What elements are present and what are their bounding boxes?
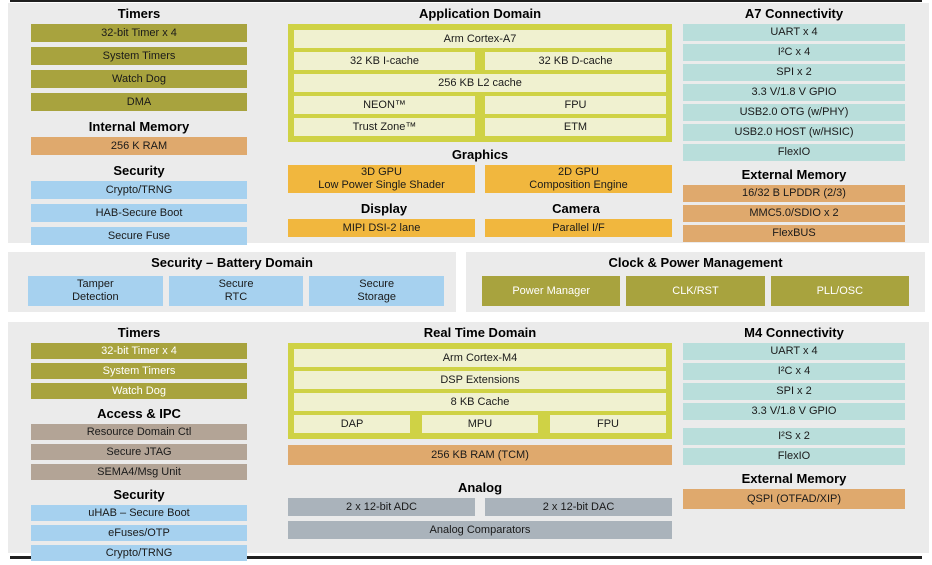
block-dap: DAP [294, 415, 410, 433]
block-lpddr: 16/32 B LPDDR (2/3) [683, 185, 905, 202]
block-resource-domain-ctl: Resource Domain Ctl [31, 424, 247, 440]
block-m4-watch-dog: Watch Dog [31, 383, 247, 399]
clock-power-management-section: Clock & Power Management Power Manager C… [466, 252, 925, 312]
block-usb-host: USB2.0 HOST (w/HSIC) [683, 124, 905, 141]
a7-external-memory-heading: External Memory [741, 167, 847, 182]
a7-connectivity-heading: A7 Connectivity [744, 6, 844, 21]
block-m4-i2s: I²S x 2 [683, 428, 905, 445]
a7-domain-section: Timers 32-bit Timer x 4 System Timers Wa… [8, 3, 929, 245]
block-dcache: 32 KB D-cache [485, 52, 666, 70]
block-mpu: MPU [422, 415, 538, 433]
block-sema4-msg-unit: SEMA4/Msg Unit [31, 464, 247, 480]
m4-connectivity-heading: M4 Connectivity [744, 325, 844, 340]
block-cortex-a7: Arm Cortex-A7 [294, 30, 666, 48]
display-heading: Display [360, 201, 408, 216]
block-pll-osc: PLL/OSC [770, 276, 909, 306]
block-a7-spi: SPI x 2 [683, 64, 905, 81]
block-efuses-otp: eFuses/OTP [31, 525, 247, 541]
block-l2-cache: 256 KB L2 cache [294, 74, 666, 92]
block-mmc-sdio: MMC5.0/SDIO x 2 [683, 205, 905, 222]
block-a7-i2c: I²C x 4 [683, 44, 905, 61]
block-system-timers: System Timers [31, 47, 247, 65]
access-ipc-heading: Access & IPC [97, 406, 181, 421]
block-3d-gpu: 3D GPU Low Power Single Shader [288, 165, 475, 193]
block-flexbus: FlexBUS [683, 225, 905, 242]
block-usb-otg: USB2.0 OTG (w/PHY) [683, 104, 905, 121]
block-neon: NEON™ [294, 96, 475, 114]
m4-security-heading: Security [113, 487, 165, 502]
block-m4-fpu: FPU [550, 415, 666, 433]
block-clk-rst: CLK/RST [626, 276, 765, 306]
clock-power-heading: Clock & Power Management [608, 255, 783, 270]
top-right-column: A7 Connectivity UART x 4 I²C x 4 SPI x 2… [683, 3, 905, 245]
graphics-heading: Graphics [451, 147, 509, 162]
m4-external-memory-heading: External Memory [741, 471, 847, 486]
block-adc: 2 x 12-bit ADC [288, 498, 475, 516]
block-dma: DMA [31, 93, 247, 111]
block-dsp-extensions: DSP Extensions [294, 371, 666, 389]
block-2d-gpu: 2D GPU Composition Engine [485, 165, 672, 193]
block-hab-secure-boot: HAB-Secure Boot [31, 204, 247, 222]
block-dac: 2 x 12-bit DAC [485, 498, 672, 516]
block-analog-comparators: Analog Comparators [288, 521, 672, 539]
block-power-manager: Power Manager [482, 276, 621, 306]
block-a7-uart: UART x 4 [683, 24, 905, 41]
block-watch-dog: Watch Dog [31, 70, 247, 88]
bottom-right-column: M4 Connectivity UART x 4 I²C x 4 SPI x 2… [683, 322, 905, 514]
block-m4-32bit-timer: 32-bit Timer x 4 [31, 343, 247, 359]
block-m4-gpio: 3.3 V/1.8 V GPIO [683, 403, 905, 420]
internal-memory-heading: Internal Memory [88, 119, 190, 134]
application-domain-heading: Application Domain [418, 6, 542, 21]
block-trust-zone: Trust Zone™ [294, 118, 475, 136]
bottom-left-column: Timers 32-bit Timer x 4 System Timers Wa… [31, 322, 247, 565]
block-m4-system-timers: System Timers [31, 363, 247, 379]
block-secure-storage: Secure Storage [309, 276, 445, 306]
m4-timers-heading: Timers [117, 325, 161, 340]
real-time-domain-heading: Real Time Domain [423, 325, 537, 340]
security-battery-heading: Security – Battery Domain [151, 255, 313, 270]
block-a7-fpu: FPU [485, 96, 666, 114]
block-tcm-ram: 256 KB RAM (TCM) [288, 445, 672, 465]
block-secure-rtc: Secure RTC [168, 276, 304, 306]
block-a7-flexio: FlexIO [683, 144, 905, 161]
cortex-a7-core-box: Arm Cortex-A7 32 KB I-cache 32 KB D-cach… [288, 24, 672, 142]
block-8kb-cache: 8 KB Cache [294, 393, 666, 411]
block-qspi: QSPI (OTFAD/XIP) [683, 489, 905, 509]
block-mipi-dsi: MIPI DSI-2 lane [288, 219, 475, 237]
block-a7-gpio: 3.3 V/1.8 V GPIO [683, 84, 905, 101]
block-uhab-secure-boot: uHAB – Secure Boot [31, 505, 247, 521]
timers-heading: Timers [117, 6, 161, 21]
block-parallel-if: Parallel I/F [485, 219, 672, 237]
block-m4-uart: UART x 4 [683, 343, 905, 360]
block-secure-jtag: Secure JTAG [31, 444, 247, 460]
top-left-column: Timers 32-bit Timer x 4 System Timers Wa… [31, 3, 247, 250]
bottom-middle-column: Real Time Domain Arm Cortex-M4 DSP Exten… [288, 322, 672, 539]
block-secure-fuse: Secure Fuse [31, 227, 247, 245]
security-heading: Security [113, 163, 165, 178]
m4-domain-section: Timers 32-bit Timer x 4 System Timers Wa… [8, 322, 929, 561]
top-rule [10, 0, 922, 2]
block-256k-ram: 256 K RAM [31, 137, 247, 155]
block-crypto-trng: Crypto/TRNG [31, 181, 247, 199]
cortex-m4-core-box: Arm Cortex-M4 DSP Extensions 8 KB Cache … [288, 343, 672, 439]
top-middle-column: Application Domain Arm Cortex-A7 32 KB I… [288, 3, 672, 237]
security-battery-domain-section: Security – Battery Domain Tamper Detecti… [8, 252, 456, 312]
analog-heading: Analog [457, 480, 503, 495]
block-cortex-m4: Arm Cortex-M4 [294, 349, 666, 367]
bottom-rule [10, 556, 922, 559]
block-m4-flexio: FlexIO [683, 448, 905, 465]
block-m4-spi: SPI x 2 [683, 383, 905, 400]
block-32bit-timer: 32-bit Timer x 4 [31, 24, 247, 42]
block-m4-crypto-trng: Crypto/TRNG [31, 545, 247, 561]
block-etm: ETM [485, 118, 666, 136]
block-tamper-detection: Tamper Detection [28, 276, 163, 306]
block-m4-i2c: I²C x 4 [683, 363, 905, 380]
block-icache: 32 KB I-cache [294, 52, 475, 70]
camera-heading: Camera [552, 201, 600, 216]
